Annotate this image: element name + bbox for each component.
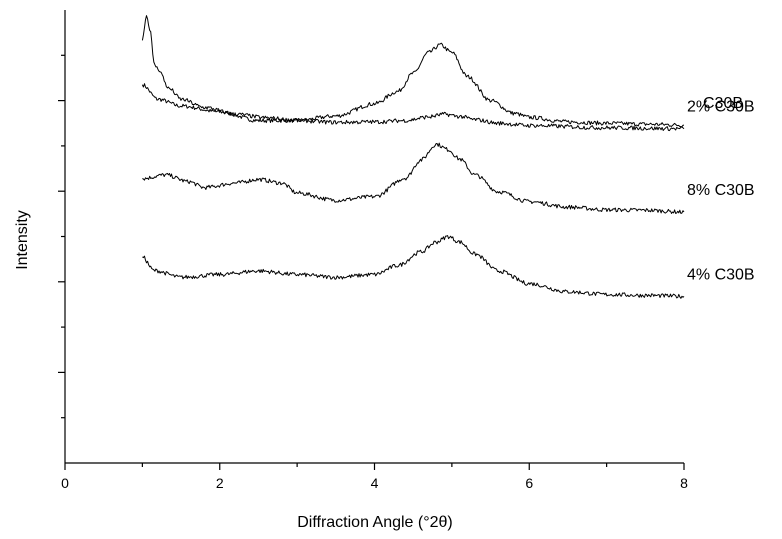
x-tick-label: 2 — [216, 475, 224, 491]
trace-3 — [141, 15, 685, 132]
x-tick-label: 4 — [371, 475, 379, 491]
series-labels: C30B 8% C30B 4% C30B 2% C30B — [687, 95, 755, 283]
series-label-3: 2% C30B — [687, 99, 755, 116]
trace-2 — [142, 235, 685, 299]
series-traces — [141, 15, 685, 299]
series-label-1: 8% C30B — [687, 182, 755, 199]
y-axis-title: Intensity — [14, 210, 31, 270]
y-axis-ticks — [58, 54, 65, 419]
x-axis-title: Diffraction Angle (°2θ) — [297, 514, 453, 531]
trace-0 — [141, 42, 685, 128]
x-tick-label: 8 — [680, 475, 688, 491]
x-tick-label: 6 — [525, 475, 533, 491]
series-label-2: 4% C30B — [687, 266, 755, 283]
series-label-0: C30B — [703, 95, 743, 112]
x-axis-ticks: 0 2 4 6 8 — [61, 463, 688, 491]
x-tick-label: 0 — [61, 475, 69, 491]
trace-1 — [142, 142, 685, 214]
